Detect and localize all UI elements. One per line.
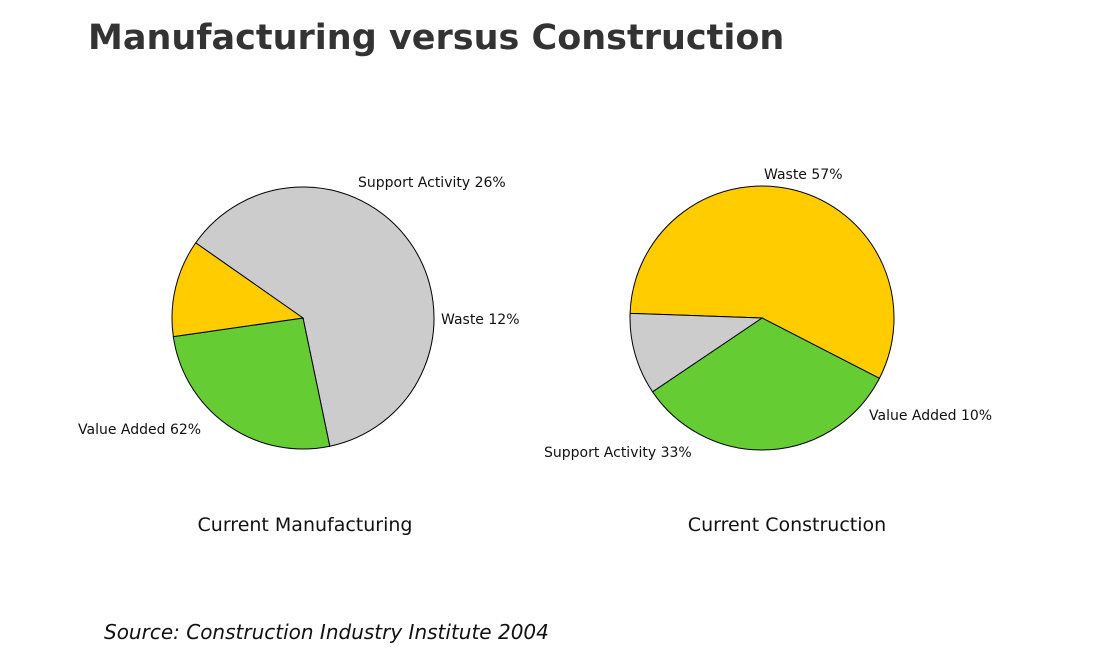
source-note: Source: Construction Industry Institute … [104,620,549,644]
pie-slice-support-activity [172,317,331,450]
slice-label-value-added: Value Added 10% [869,408,992,424]
pie-chart-2: Waste 57% Support Activity 33% Value Added… [544,167,992,461]
construction-chart-title: Current Construction [687,514,887,536]
pie-slice-support-activity [651,317,881,451]
pie-slice-waste [171,242,305,338]
page-title: Manufacturing versus Construction [88,18,785,58]
slice-label-support-activity: Support Activity 33% [544,445,692,461]
pie-slice-value-added [194,186,435,447]
slice-label-waste: Waste 57% [764,167,843,183]
pie-slice-value-added [629,312,764,393]
pie-slice-waste [629,185,895,380]
slice-label-support-activity: Support Activity 26% [358,175,506,191]
slice-label-value-added: Value Added 62% [78,422,201,438]
slice-label-waste: Waste 12% [441,312,520,328]
manufacturing-chart-title: Current Manufacturing [197,514,413,536]
pie-chart-1: Value Added 62% Support Activity 26% Waste… [78,175,520,450]
